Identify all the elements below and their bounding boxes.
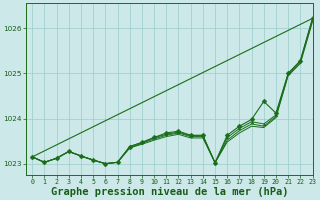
X-axis label: Graphe pression niveau de la mer (hPa): Graphe pression niveau de la mer (hPa) xyxy=(51,186,288,197)
